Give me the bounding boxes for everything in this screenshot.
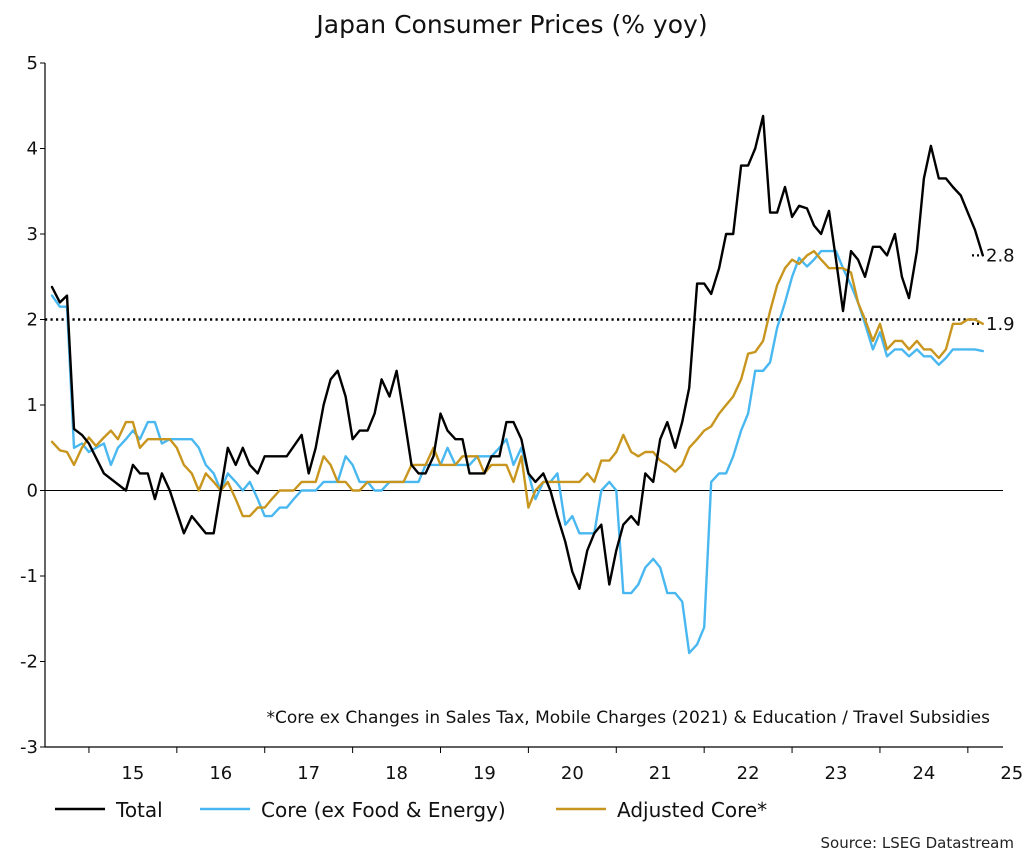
legend-label: Adjusted Core* bbox=[617, 798, 767, 822]
x-tick-label: 25 bbox=[1000, 763, 1023, 784]
y-tick-label: 0 bbox=[27, 481, 38, 502]
series-line-total bbox=[50, 114, 984, 590]
legend: Total Core (ex Food & Energy) Adjusted Cor… bbox=[55, 798, 767, 822]
source-note: Source: LSEG Datastream bbox=[821, 834, 1014, 852]
y-tick-label: 3 bbox=[27, 224, 38, 245]
y-tick-label: 4 bbox=[27, 139, 38, 160]
x-tick-label: 21 bbox=[649, 763, 672, 784]
label-layer: 2.8 1.9 bbox=[972, 245, 1015, 335]
series-line-core-ex-food-energy bbox=[50, 249, 984, 655]
footnote: *Core ex Changes in Sales Tax, Mobile Ch… bbox=[266, 708, 990, 728]
x-tick-label: 23 bbox=[825, 763, 848, 784]
x-tick-label: 18 bbox=[385, 763, 408, 784]
chart-title: Japan Consumer Prices (% yoy) bbox=[314, 10, 707, 39]
end-label-total: 2.8 bbox=[986, 245, 1015, 266]
y-tick-label: -3 bbox=[20, 737, 38, 758]
y-tick-label: 2 bbox=[27, 310, 38, 331]
x-tick-label: 20 bbox=[561, 763, 584, 784]
x-tick-label: 19 bbox=[473, 763, 496, 784]
x-tick-label: 15 bbox=[121, 763, 144, 784]
y-tick-label: 5 bbox=[27, 53, 38, 74]
x-tick-label: 22 bbox=[737, 763, 760, 784]
y-tick-label: -1 bbox=[20, 566, 38, 587]
x-tick-label: 16 bbox=[209, 763, 232, 784]
y-tick-label: -2 bbox=[20, 652, 38, 673]
legend-label: Total bbox=[115, 798, 163, 822]
grid-layer bbox=[45, 318, 1003, 491]
end-label-core: 1.9 bbox=[986, 314, 1015, 335]
legend-label: Core (ex Food & Energy) bbox=[261, 798, 506, 822]
series-line-adjusted-core bbox=[50, 249, 984, 518]
y-tick-label: 1 bbox=[27, 395, 38, 416]
x-tick-label: 24 bbox=[912, 763, 935, 784]
series-layer bbox=[50, 114, 984, 655]
x-tick-label: 17 bbox=[297, 763, 320, 784]
